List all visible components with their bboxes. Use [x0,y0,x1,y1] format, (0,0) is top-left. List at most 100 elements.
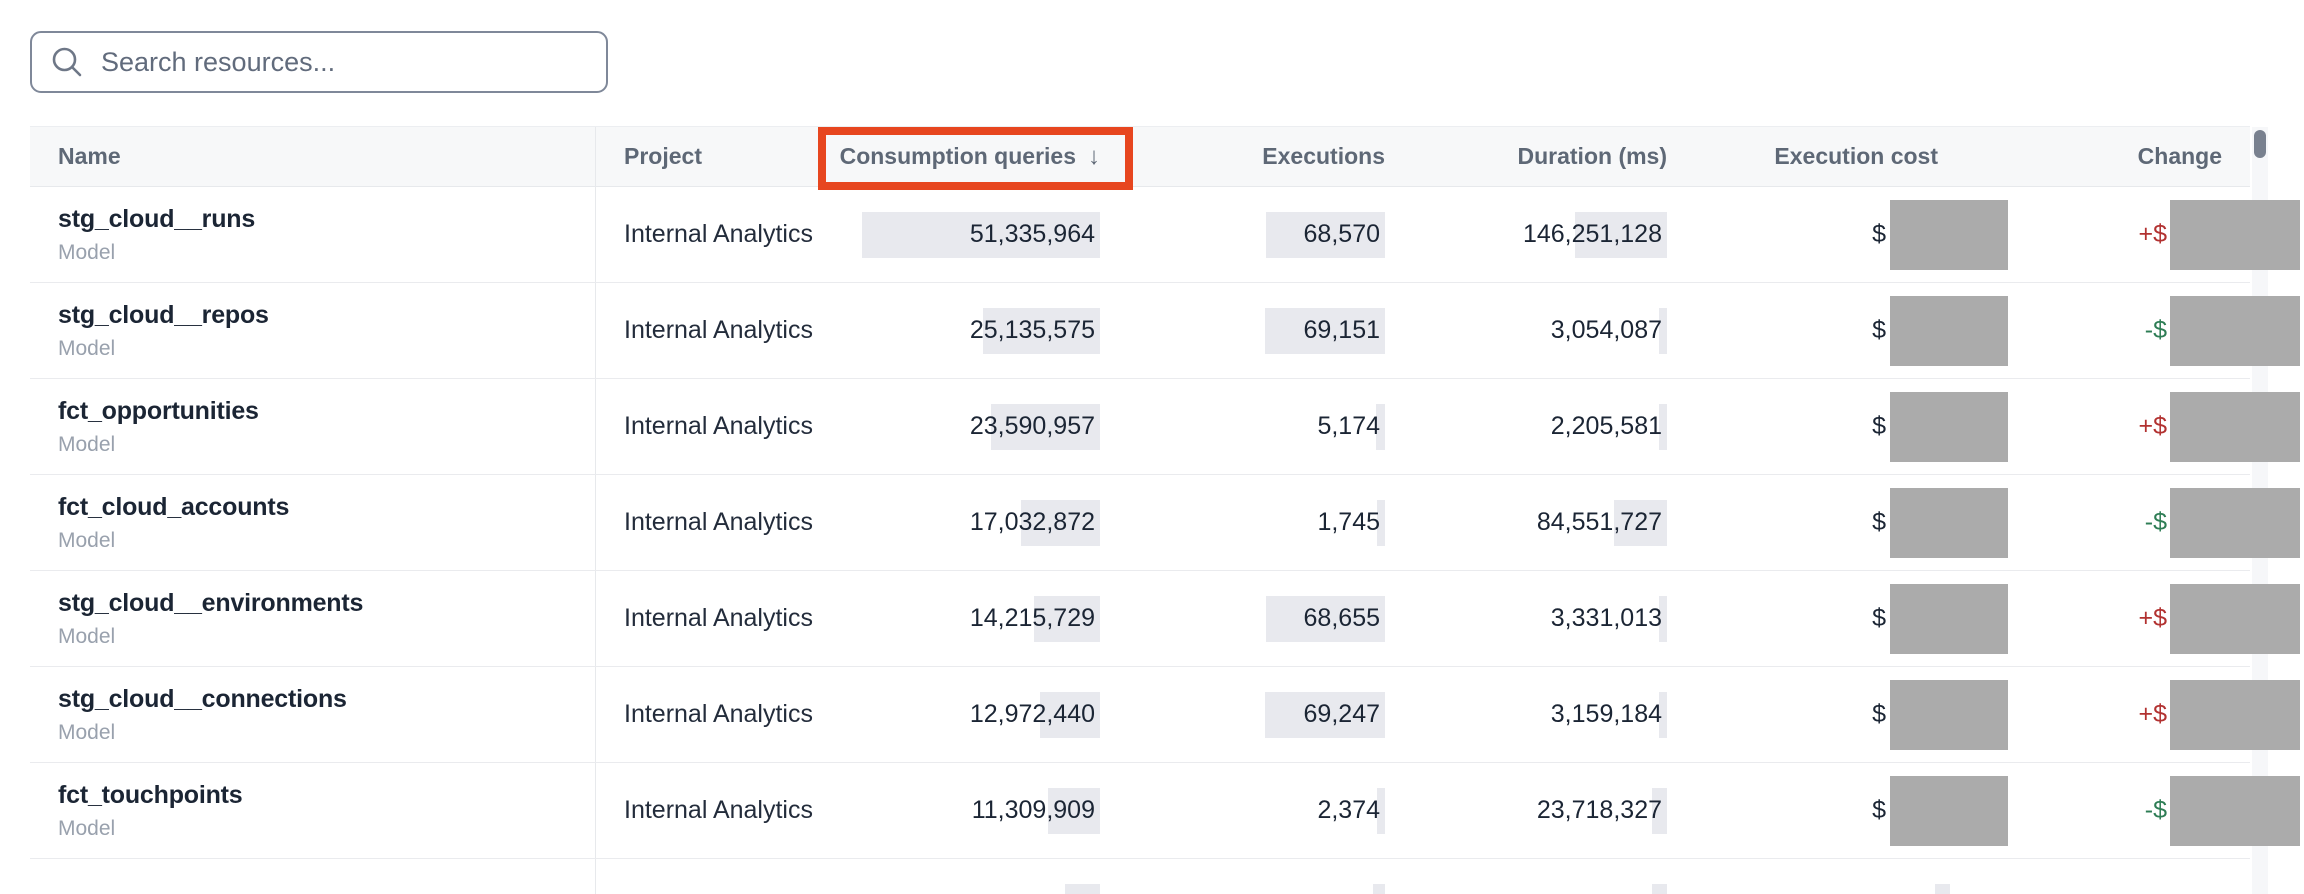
resource-type-label: Model [58,336,116,360]
redacted-cost-value [1890,775,2008,846]
search-box[interactable] [30,31,608,93]
table-row[interactable]: stg_cloud__repos Model Internal Analytics 2… [30,283,2300,379]
redacted-change-value [2170,775,2300,846]
execution-cost-cell: $ [1675,187,2008,282]
duration-cell: 3,331,013 [1393,571,1675,666]
change-sign: +$ [2138,700,2167,728]
executions-value: 69,151 [1303,316,1380,344]
sort-descending-icon: ↓ [1088,142,1100,170]
table-row[interactable]: stg_cloud__environments Model Internal Ana… [30,571,2300,667]
resource-name[interactable]: fct_opportunities [58,396,259,425]
column-header-executions[interactable]: Executions [1108,127,1393,186]
execution-cost-cell: $ [1675,283,2008,378]
column-header-name[interactable]: Name [30,127,596,186]
duration-cell: 84,551,727 [1393,475,1675,570]
redacted-change-value [2170,583,2300,654]
table-row[interactable]: fct_opportunities Model Internal Analytics… [30,379,2300,475]
executions-value: 1,745 [1317,508,1380,536]
executions-cell: 1,745 [1108,475,1393,570]
value-magnitude-bar [1048,787,1100,834]
resource-name[interactable]: fct_salesforce_goals [58,892,302,894]
value-magnitude-bar [1659,307,1667,354]
value-magnitude-bar [1377,499,1385,546]
table-row[interactable]: stg_cloud__runs Model Internal Analytics 51… [30,187,2300,283]
consumption-value: 11,309,909 [971,796,1095,824]
name-cell: stg_cloud__environments Model [30,571,596,666]
resource-name[interactable]: stg_cloud__repos [58,300,269,329]
search-input[interactable] [101,46,588,78]
value-magnitude-bar [1021,499,1100,546]
scrollbar-thumb[interactable] [2254,130,2266,158]
value-magnitude-bar [1935,883,1950,894]
currency-prefix: $ [1872,316,1886,344]
project-cell: Internal Analytics [624,604,813,632]
value-magnitude-bar [1034,595,1100,642]
table-row[interactable]: fct_cloud_accounts Model Internal Analytic… [30,475,2300,571]
column-header-duration[interactable]: Duration (ms) [1393,127,1675,186]
duration-cell [1393,859,1675,894]
column-header-consumption[interactable]: Consumption queries ↓ [836,127,1108,186]
executions-cell: 69,247 [1108,667,1393,762]
execution-cost-cell: $ [1675,667,2008,762]
resource-type-label: Model [58,720,116,744]
currency-prefix: $ [1872,508,1886,536]
duration-cell: 3,054,087 [1393,283,1675,378]
duration-cell: 23,718,327 [1393,763,1675,858]
value-magnitude-bar [991,403,1100,450]
currency-prefix: $ [1872,700,1886,728]
resource-name[interactable]: fct_touchpoints [58,780,243,809]
table-row[interactable]: stg_cloud__connections Model Internal Anal… [30,667,2300,763]
duration-value: 3,054,087 [1550,316,1662,344]
currency-prefix: $ [1872,220,1886,248]
execution-cost-cell: $ [1675,763,2008,858]
consumption-value: 14,215,729 [969,604,1095,632]
resource-name[interactable]: stg_cloud__connections [58,684,347,713]
resource-type-label: Model [58,816,116,840]
resource-name[interactable]: stg_cloud__environments [58,588,364,617]
name-cell: stg_cloud__connections Model [30,667,596,762]
table-row[interactable]: fct_touchpoints Model Internal Analytics 11… [30,763,2300,859]
execution-cost-cell: $ [1675,379,2008,474]
executions-cell [1108,859,1393,894]
column-header-label: Consumption queries [839,143,1076,169]
name-cell: fct_cloud_accounts Model [30,475,596,570]
value-magnitude-bar [1376,403,1385,450]
change-cell: +$ [1946,379,2300,474]
column-header-project[interactable]: Project [596,127,836,186]
resource-type-label: Model [58,240,116,264]
consumption-value: 12,972,440 [969,700,1095,728]
executions-cell: 69,151 [1108,283,1393,378]
resource-type-label: Model [58,624,116,648]
redacted-change-value [2170,487,2300,558]
resource-name[interactable]: fct_cloud_accounts [58,492,290,521]
change-cell: -$ [1946,475,2300,570]
table-row[interactable]: fct_salesforce_goals [30,859,2250,894]
resource-type-label: Model [58,528,116,552]
column-header-change[interactable]: Change [1946,127,2250,186]
project-cell: Internal Analytics [624,412,813,440]
change-cell: -$ [1946,763,2300,858]
name-cell: stg_cloud__runs Model [30,187,596,282]
value-magnitude-bar [1040,691,1100,738]
consumption-cell: 17,032,872 [836,475,1108,570]
column-header-label: Duration (ms) [1517,143,1668,169]
change-sign: -$ [2144,316,2167,344]
change-cell [1946,859,2250,894]
executions-value: 68,655 [1303,604,1380,632]
resource-name[interactable]: stg_cloud__runs [58,204,256,233]
value-magnitude-bar [1575,211,1667,258]
column-header-cost[interactable]: Execution cost [1675,127,1946,186]
value-magnitude-bar [1265,691,1385,738]
value-magnitude-bar [1373,883,1385,894]
execution-cost-cell: $ [1675,571,2008,666]
consumption-cell: 25,135,575 [836,283,1108,378]
duration-value: 146,251,128 [1522,220,1662,248]
redacted-cost-value [1890,391,2008,462]
change-sign: +$ [2138,220,2167,248]
project-cell [596,859,836,894]
value-magnitude-bar [1652,787,1667,834]
redacted-change-value [2170,199,2300,270]
table-header-row: Name Project Consumption queries ↓ Execution… [30,126,2250,187]
value-magnitude-bar [1659,691,1667,738]
redacted-change-value [2170,679,2300,750]
